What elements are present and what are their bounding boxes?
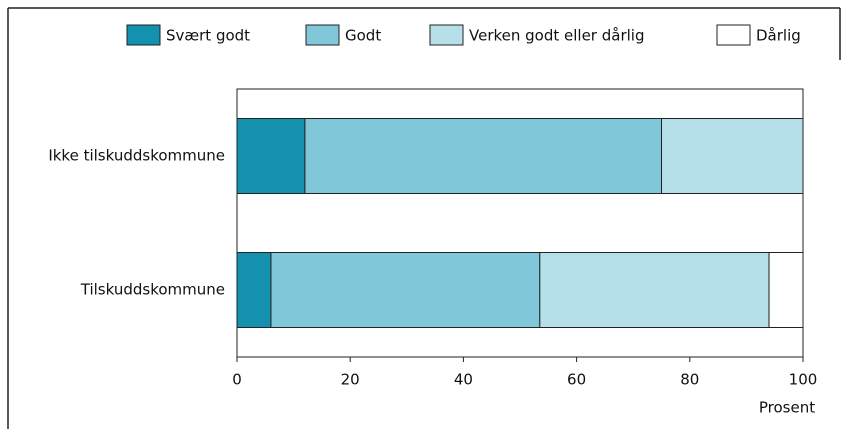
y-tick-label: Ikke tilskuddskommune [48, 146, 225, 165]
bar-segment [304, 118, 662, 194]
y-tick-label: Tilskuddskommune [80, 280, 225, 299]
x-tick-label: 100 [789, 371, 818, 389]
plot-area [236, 88, 804, 358]
legend-swatch [126, 24, 161, 46]
x-tick-label: 80 [680, 371, 699, 389]
x-tick-label: 60 [567, 371, 586, 389]
bar-segment [661, 118, 804, 194]
legend-swatch [305, 24, 340, 46]
x-tick-label: 20 [341, 371, 360, 389]
bar-segment [270, 252, 541, 328]
bar-segment [768, 252, 804, 328]
legend-label: Verken godt eller dårlig [469, 27, 644, 45]
legend-label: Dårlig [756, 27, 801, 45]
legend-swatch [429, 24, 464, 46]
legend-label: Godt [345, 27, 381, 45]
x-axis-label: Prosent [759, 399, 815, 417]
bar-segment [236, 118, 306, 194]
bar-segment [236, 252, 272, 328]
legend-swatch [716, 24, 751, 46]
x-tick-label: 0 [232, 371, 242, 389]
legend-label: Svært godt [166, 27, 250, 45]
x-tick-label: 40 [454, 371, 473, 389]
bar-segment [539, 252, 770, 328]
